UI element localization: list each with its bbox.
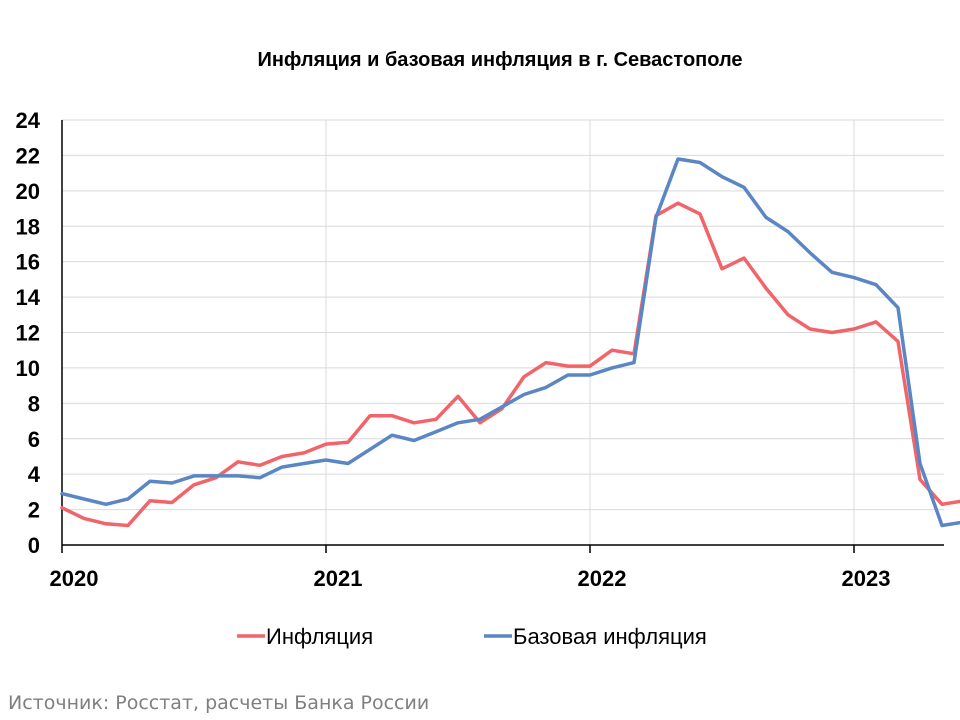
y-tick-label: 0 bbox=[28, 533, 40, 558]
y-tick-label: 16 bbox=[16, 250, 40, 275]
y-tick-label: 6 bbox=[28, 427, 40, 452]
y-tick-label: 18 bbox=[16, 214, 40, 239]
x-tick-label: 2021 bbox=[314, 566, 363, 591]
legend: Инфляция Базовая инфляция bbox=[237, 624, 707, 649]
y-tick-label: 12 bbox=[16, 321, 40, 346]
y-tick-label: 2 bbox=[28, 498, 40, 523]
source-note: Источник: Росстат, расчеты Банка России bbox=[8, 692, 430, 714]
y-tick-label: 10 bbox=[16, 356, 40, 381]
y-tick-label: 24 bbox=[16, 108, 41, 133]
x-tick-label: 2022 bbox=[578, 566, 627, 591]
y-tick-label: 22 bbox=[16, 143, 40, 168]
y-tick-label: 4 bbox=[28, 462, 41, 487]
series-lines bbox=[60, 157, 960, 528]
x-tick-label: 2023 bbox=[842, 566, 891, 591]
chart-title: Инфляция и базовая инфляция в г. Севасто… bbox=[257, 49, 742, 71]
x-axis-ticks: 2020 2021 2022 2023 bbox=[50, 545, 891, 591]
y-tick-label: 8 bbox=[28, 391, 40, 416]
x-tick-label: 2020 bbox=[50, 566, 99, 591]
grid bbox=[62, 119, 944, 511]
axes bbox=[61, 120, 944, 546]
vertical-gridlines bbox=[325, 120, 855, 545]
y-tick-label: 20 bbox=[16, 179, 40, 204]
legend-label: Базовая инфляция bbox=[513, 624, 707, 649]
series-line-core-inflation bbox=[60, 157, 960, 528]
series-line-inflation bbox=[60, 201, 960, 528]
legend-label: Инфляция bbox=[266, 624, 373, 649]
y-tick-label: 14 bbox=[16, 285, 41, 310]
